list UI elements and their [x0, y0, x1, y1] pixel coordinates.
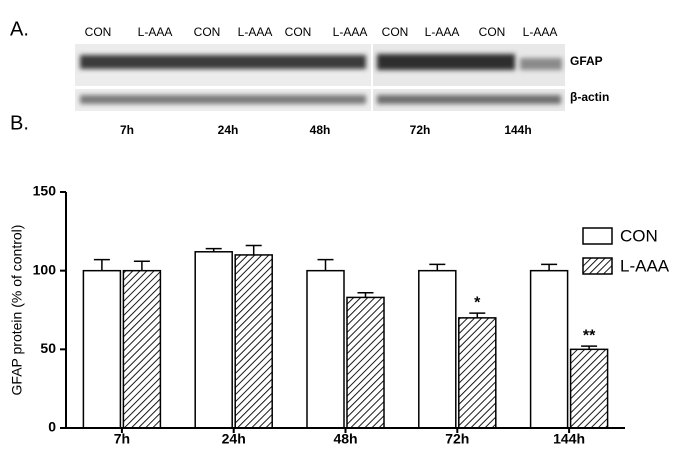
lane-label: L-AAA	[333, 25, 368, 39]
lane-label: L-AAA	[238, 25, 273, 39]
lane-label: CON	[194, 25, 221, 39]
band-label: β-actin	[570, 90, 609, 104]
bar	[307, 271, 344, 428]
bar	[459, 318, 496, 428]
lane-label: CON	[479, 25, 506, 39]
panel-label: A.	[10, 18, 29, 40]
legend-label: CON	[620, 226, 658, 245]
y-tick-label: 50	[40, 340, 56, 356]
bar	[419, 271, 456, 428]
bar	[83, 271, 120, 428]
lane-label: CON	[85, 25, 112, 39]
legend-swatch	[583, 258, 612, 274]
lane-label: CON	[382, 25, 409, 39]
western-blot	[75, 44, 565, 111]
bar	[347, 297, 384, 428]
x-tick-label: 144h	[553, 431, 585, 447]
error-bar	[318, 260, 334, 271]
bar	[235, 255, 272, 428]
timepoint-label: 72h	[410, 123, 431, 137]
band-label: GFAP	[570, 54, 603, 68]
lane-label: L-AAA	[523, 25, 558, 39]
lane-label: L-AAA	[138, 25, 173, 39]
error-bar	[94, 260, 110, 271]
y-tick-label: 100	[33, 261, 57, 277]
legend-label: L-AAA	[620, 256, 670, 275]
timepoint-label: 24h	[218, 123, 239, 137]
figure: A. B. CON L-AAA CON L-AAA CON L-AAA CON L-AAA CO…	[0, 0, 680, 449]
lane-label: L-AAA	[425, 25, 460, 39]
x-tick-label: 72h	[445, 431, 469, 447]
error-bar	[246, 245, 262, 254]
x-tick-label: 48h	[333, 431, 357, 447]
y-tick-label: 150	[33, 183, 57, 199]
lane-label: CON	[285, 25, 312, 39]
significance-label: **	[583, 327, 596, 344]
bar	[531, 271, 568, 428]
x-tick-label: 7h	[114, 431, 130, 447]
error-bar	[134, 261, 150, 270]
gfap-band	[80, 54, 562, 70]
legend-swatch	[583, 228, 612, 244]
y-tick-label: 0	[48, 419, 56, 435]
error-bar	[429, 264, 445, 270]
error-bar	[541, 264, 557, 270]
panel-label: B.	[10, 112, 29, 134]
timepoint-label: 7h	[120, 123, 134, 137]
timepoint-label: 144h	[504, 123, 531, 137]
x-tick-label: 24h	[222, 431, 246, 447]
significance-label: *	[474, 294, 481, 311]
timepoint-label: 48h	[310, 123, 331, 137]
actin-band	[80, 95, 561, 104]
bar	[123, 271, 160, 428]
y-axis-label: GFAP protein (% of control)	[9, 225, 25, 396]
bar	[571, 349, 608, 428]
bar	[195, 252, 232, 428]
